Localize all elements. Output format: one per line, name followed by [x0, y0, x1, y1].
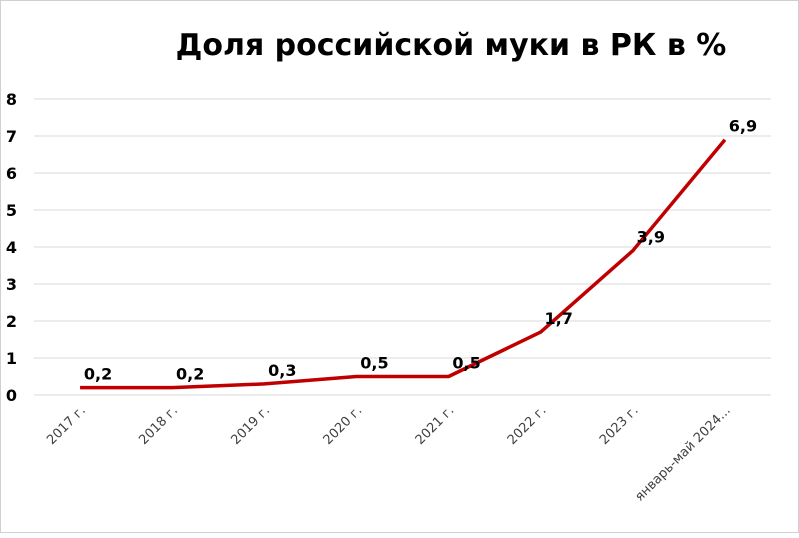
data-label: 1,7 [545, 309, 573, 328]
y-tick-label: 7 [6, 127, 17, 146]
chart-title: Доля российской муки в РК в % [176, 28, 727, 63]
x-tick-label: 2020 г. [321, 403, 366, 448]
y-tick-label: 8 [6, 90, 17, 109]
y-tick-label: 3 [6, 275, 17, 294]
x-tick-label: 2018 г. [136, 403, 181, 448]
data-label: 0,2 [176, 365, 204, 384]
data-label: 3,9 [637, 228, 665, 247]
y-tick-label: 1 [6, 349, 17, 368]
x-tick-label: январь-май 2024... [632, 403, 733, 504]
x-tick-label: 2022 г. [505, 403, 550, 448]
x-tick-label: 2019 г. [228, 403, 273, 448]
data-label: 0,5 [452, 354, 480, 373]
y-tick-label: 2 [6, 312, 17, 331]
data-label: 0,2 [84, 365, 112, 384]
x-tick-label: 2021 г. [413, 403, 458, 448]
y-tick-label: 0 [6, 386, 17, 405]
x-tick-label: 2017 г. [44, 403, 89, 448]
series-line [80, 140, 725, 388]
y-tick-label: 5 [6, 201, 17, 220]
data-label: 0,3 [268, 361, 296, 380]
data-label: 0,5 [360, 354, 388, 373]
y-tick-label: 4 [6, 238, 17, 257]
x-tick-label: 2023 г. [597, 403, 642, 448]
y-tick-label: 6 [6, 164, 17, 183]
data-label: 6,9 [729, 117, 757, 136]
